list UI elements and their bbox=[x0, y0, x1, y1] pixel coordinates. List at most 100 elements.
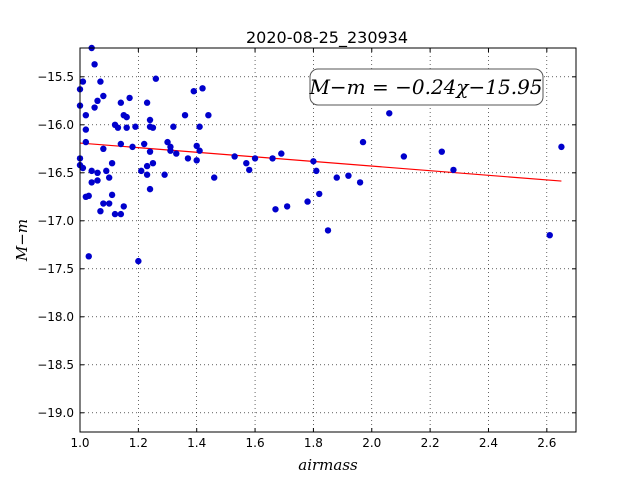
data-point bbox=[450, 166, 457, 174]
data-point bbox=[190, 88, 197, 95]
plot-area bbox=[80, 48, 576, 432]
data-point bbox=[100, 200, 107, 207]
data-point bbox=[272, 206, 279, 213]
data-point bbox=[181, 112, 189, 119]
data-point bbox=[129, 143, 136, 151]
x-tick-label: 2.0 bbox=[362, 436, 381, 450]
data-point bbox=[438, 148, 445, 155]
data-point bbox=[97, 78, 104, 85]
y-tick-label: −18.0 bbox=[37, 310, 74, 324]
x-tick-label: 1.2 bbox=[129, 436, 148, 450]
data-point bbox=[269, 155, 276, 162]
y-tick-label: −15.5 bbox=[37, 70, 74, 84]
axis-ticks: 1.0 1.2 1.4 1.6 1.8 2.0 2.2 2.4 2.6 −15.5 −16.0 −16… bbox=[37, 48, 576, 450]
y-axis-label: M−m bbox=[13, 219, 31, 262]
data-point bbox=[120, 203, 127, 210]
data-point bbox=[94, 97, 101, 105]
data-point bbox=[103, 167, 110, 175]
data-point bbox=[310, 158, 317, 165]
plot-frame bbox=[79, 47, 577, 433]
data-point bbox=[85, 192, 92, 200]
data-point bbox=[138, 167, 145, 175]
data-point bbox=[193, 157, 200, 164]
data-point bbox=[146, 116, 154, 124]
data-point bbox=[196, 123, 203, 130]
data-point bbox=[82, 126, 90, 133]
data-point bbox=[132, 123, 139, 130]
data-point bbox=[359, 138, 367, 146]
data-point bbox=[143, 171, 151, 178]
data-point bbox=[91, 61, 98, 68]
data-point bbox=[117, 140, 125, 148]
data-point bbox=[324, 227, 332, 234]
data-point bbox=[108, 191, 116, 199]
x-tick-label: 1.4 bbox=[187, 436, 206, 450]
data-point bbox=[94, 169, 101, 176]
data-point bbox=[82, 138, 90, 146]
data-point bbox=[246, 166, 253, 174]
y-tick-label: −19.0 bbox=[37, 406, 74, 420]
fit-equation: M−m = −0.24χ−15.95 bbox=[308, 75, 542, 99]
fit-line bbox=[79, 142, 562, 182]
data-point bbox=[386, 110, 393, 117]
y-tick-label: −17.0 bbox=[37, 214, 74, 228]
data-point bbox=[345, 172, 352, 179]
x-axis-label: airmass bbox=[298, 456, 358, 474]
data-point bbox=[167, 147, 174, 154]
data-point bbox=[205, 112, 212, 119]
data-point bbox=[97, 208, 104, 215]
data-point bbox=[79, 78, 87, 85]
data-point bbox=[193, 142, 200, 150]
data-point bbox=[88, 167, 95, 175]
data-point bbox=[152, 75, 160, 82]
data-point bbox=[558, 143, 565, 151]
data-point bbox=[170, 123, 177, 130]
data-point bbox=[184, 155, 192, 162]
data-point bbox=[199, 85, 206, 92]
data-point bbox=[283, 203, 291, 210]
x-tick-label: 2.4 bbox=[479, 436, 498, 450]
data-point bbox=[316, 190, 323, 198]
data-point bbox=[117, 210, 125, 218]
data-point bbox=[164, 138, 171, 146]
data-point bbox=[149, 124, 157, 131]
data-point bbox=[149, 160, 157, 167]
data-point bbox=[140, 140, 148, 148]
y-tick-label: −16.5 bbox=[37, 166, 74, 180]
grid-lines bbox=[79, 48, 576, 432]
annotation-frame bbox=[309, 68, 544, 106]
data-point bbox=[108, 160, 116, 167]
data-point bbox=[231, 153, 238, 160]
data-point bbox=[143, 162, 151, 170]
data-point bbox=[100, 145, 107, 152]
data-point bbox=[123, 124, 130, 131]
y-tick-label: −18.5 bbox=[37, 358, 74, 372]
data-point bbox=[91, 104, 98, 111]
data-point bbox=[400, 153, 408, 160]
scatter-points bbox=[76, 44, 565, 265]
data-point bbox=[82, 112, 90, 119]
data-point bbox=[135, 257, 142, 265]
annotation-box: M−m = −0.24χ−15.95 bbox=[308, 68, 544, 106]
data-point bbox=[100, 92, 107, 100]
x-tick-label: 1.8 bbox=[304, 436, 323, 450]
fit-line-group bbox=[79, 142, 562, 182]
data-point bbox=[105, 200, 113, 207]
data-point bbox=[105, 174, 113, 181]
y-tick-label: −17.5 bbox=[37, 262, 74, 276]
data-point bbox=[278, 150, 285, 157]
data-point bbox=[111, 210, 119, 218]
data-point bbox=[146, 185, 154, 193]
data-point bbox=[313, 167, 320, 175]
data-point bbox=[85, 253, 92, 260]
chart-title: 2020-08-25_230934 bbox=[246, 28, 408, 48]
data-point bbox=[126, 94, 133, 102]
data-point bbox=[123, 113, 130, 121]
data-point bbox=[333, 174, 340, 181]
data-point bbox=[161, 171, 168, 178]
data-point bbox=[173, 150, 180, 157]
data-point bbox=[117, 99, 125, 106]
data-point bbox=[251, 155, 259, 162]
data-point bbox=[211, 174, 218, 181]
